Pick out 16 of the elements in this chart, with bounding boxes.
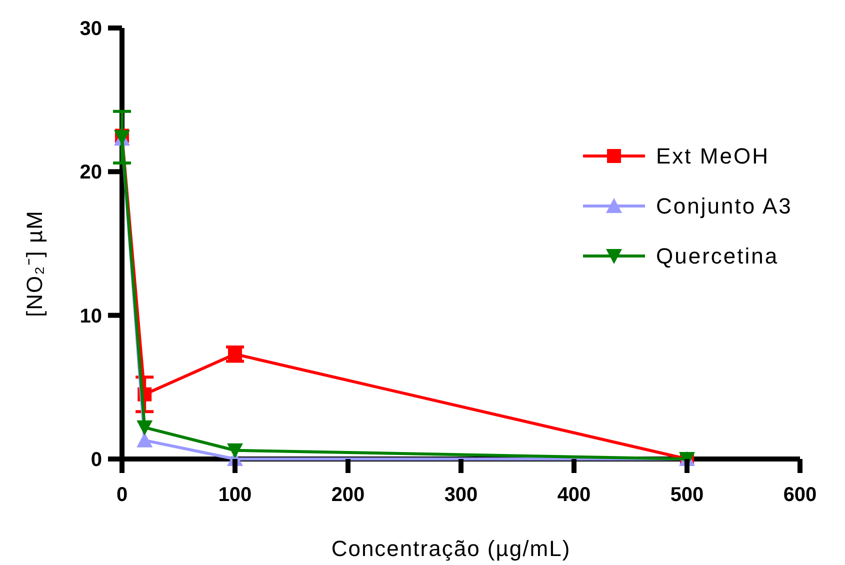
x-tick-label: 200 — [331, 484, 365, 506]
y-tick-label: 30 — [80, 18, 102, 40]
x-tick-label: 400 — [557, 484, 591, 506]
x-tick-label: 600 — [783, 484, 817, 506]
x-tick-label: 100 — [218, 484, 252, 506]
y-tick-label: 0 — [90, 449, 102, 471]
y-axis-title: [NO₂⁻] µM — [22, 210, 47, 317]
y-tick-label: 10 — [80, 305, 102, 328]
legend-label: Ext MeOH — [656, 144, 770, 169]
x-tick-label: 0 — [116, 484, 128, 506]
y-tick-label: 20 — [80, 162, 102, 184]
legend-label: Conjunto A3 — [656, 194, 792, 219]
legend-label: Quercetina — [656, 244, 779, 269]
x-tick-label: 500 — [670, 484, 704, 506]
x-tick-label: 300 — [444, 484, 478, 506]
x-axis-title: Concentração (µg/mL) — [331, 536, 571, 561]
